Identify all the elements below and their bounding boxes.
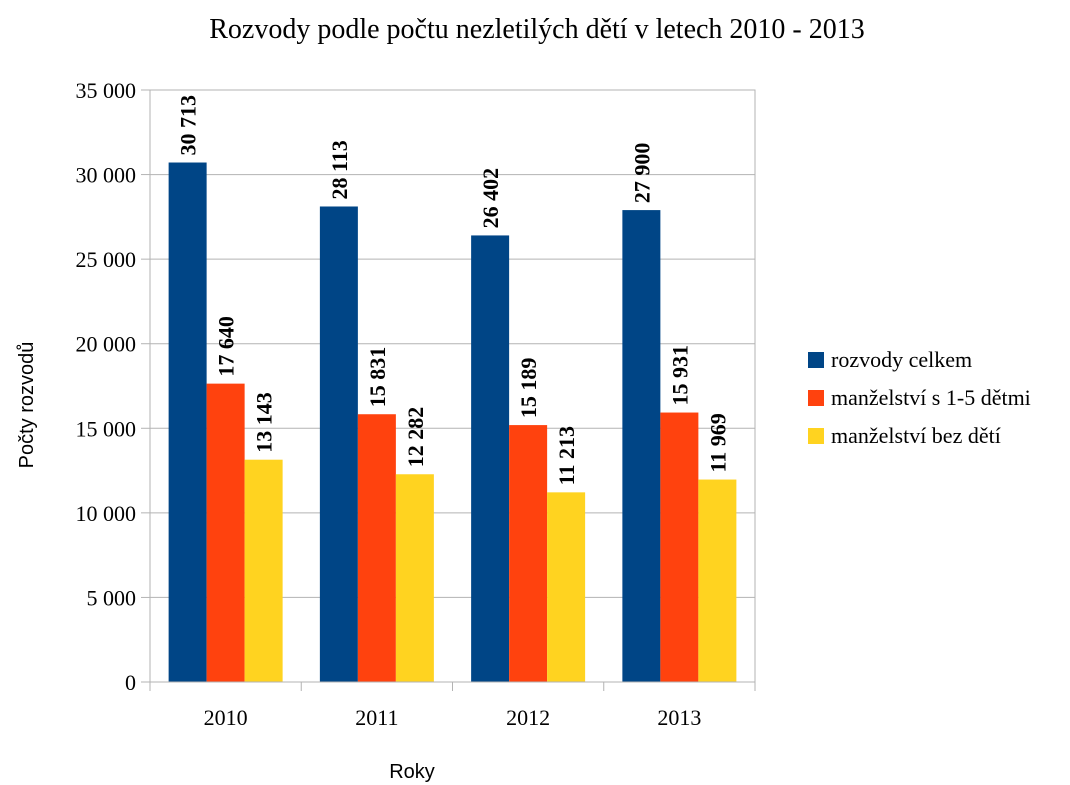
bar [622, 210, 661, 682]
data-label: 30 713 [176, 95, 201, 156]
legend-swatch [808, 352, 824, 368]
bar [660, 412, 699, 682]
data-label: 15 931 [667, 345, 692, 406]
x-tick-label: 2013 [657, 705, 701, 730]
legend-label: manželství s 1-5 dětmi [831, 385, 1031, 410]
data-label: 27 900 [629, 143, 654, 204]
data-label: 28 113 [327, 140, 352, 199]
y-tick-label: 0 [125, 670, 136, 695]
y-tick-label: 15 000 [76, 416, 137, 441]
legend-swatch [808, 428, 824, 444]
data-label: 26 402 [478, 168, 503, 229]
data-labels: 30 713 17 640 13 143 28 113 15 831 12 282 26 4… [176, 95, 731, 485]
data-label: 17 640 [214, 316, 239, 377]
y-tick-label: 20 000 [76, 332, 137, 357]
bar [698, 479, 737, 682]
legend-label: rozvody celkem [831, 347, 972, 372]
bar [319, 206, 358, 682]
x-tick-label: 2010 [204, 705, 248, 730]
legend-swatch [808, 390, 824, 406]
y-tick-label: 30 000 [76, 163, 137, 188]
x-tick-label: 2011 [355, 705, 398, 730]
bars [168, 162, 737, 683]
y-tick-label: 10 000 [76, 501, 137, 526]
bar [168, 162, 207, 682]
legend-label: manželství bez dětí [831, 423, 1001, 448]
bar [357, 414, 396, 682]
bar [471, 235, 510, 683]
x-axis-label: Roky [389, 761, 435, 783]
data-label: 15 831 [365, 347, 390, 408]
bar [244, 459, 283, 682]
data-label: 12 282 [403, 407, 428, 468]
bar [509, 425, 548, 682]
legend: rozvody celkem manželství s 1-5 dětmi manž… [808, 347, 1031, 448]
y-tick-label: 5 000 [87, 585, 137, 610]
bar [206, 383, 245, 682]
data-label: 11 213 [554, 426, 579, 485]
y-tick-labels: 0 5 000 10 000 15 000 20 000 25 000 30 000 35 0… [76, 78, 137, 695]
data-label: 15 189 [516, 358, 541, 419]
y-tick-label: 35 000 [76, 78, 137, 103]
bar [395, 474, 434, 682]
data-label: 11 969 [705, 413, 730, 472]
x-tick-label: 2012 [506, 705, 550, 730]
data-label: 13 143 [252, 392, 277, 453]
axes [141, 89, 756, 691]
x-tick-labels: 2010 2011 2012 2013 [204, 705, 702, 730]
y-tick-label: 25 000 [76, 247, 137, 272]
bar [547, 492, 586, 682]
y-axis-label: Počty rozvodů [16, 342, 38, 469]
chart-title: Rozvody podle počtu nezletilých dětí v l… [209, 14, 865, 45]
